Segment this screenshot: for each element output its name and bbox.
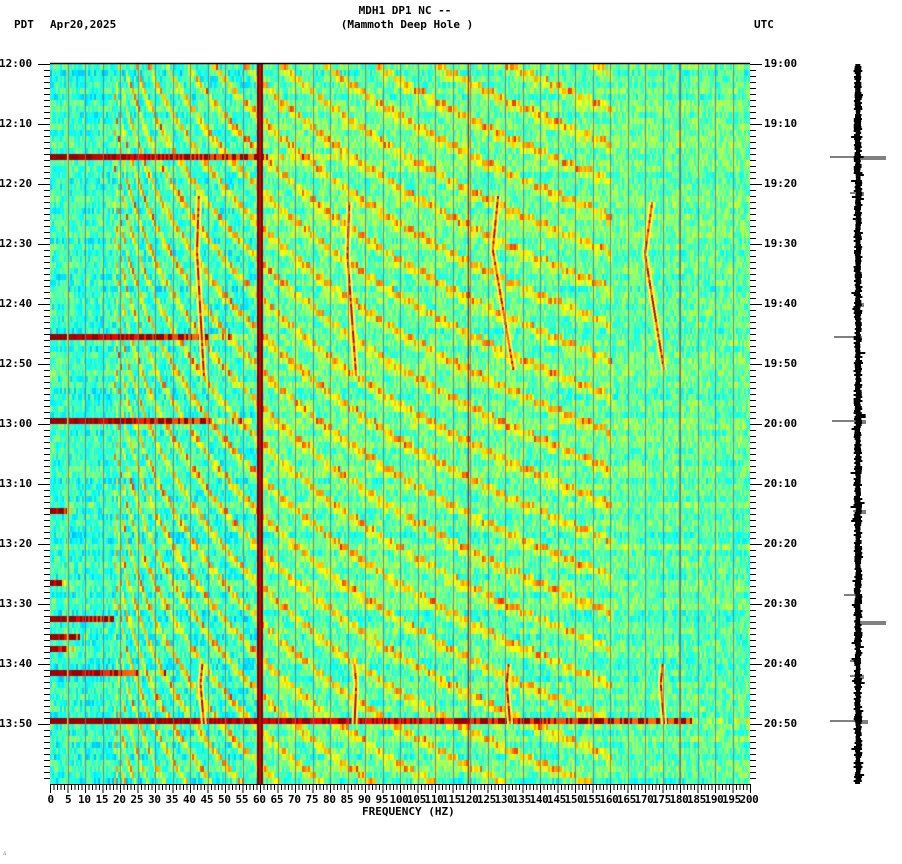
x-tick-label: 200 xyxy=(739,793,759,806)
x-tick-label: 150 xyxy=(564,793,584,806)
x-tick-label: 95 xyxy=(375,793,389,806)
x-tick-label: 145 xyxy=(547,793,566,806)
x-tick-label: 175 xyxy=(652,793,671,806)
x-tick-label: 120 xyxy=(459,793,479,806)
x-tick-label: 170 xyxy=(634,793,654,806)
x-tick-label: 25 xyxy=(130,793,144,806)
x-tick-label: 70 xyxy=(288,793,301,806)
x-tick-label: 185 xyxy=(687,793,706,806)
y-tick-label-left: 12:50 xyxy=(0,357,33,370)
y-tick-label-left: 13:00 xyxy=(0,417,33,430)
y-tick-label-left: 12:40 xyxy=(0,297,33,310)
y-tick-label-right: 19:10 xyxy=(764,117,798,130)
y-tick-label-right: 20:20 xyxy=(764,537,798,550)
x-tick-label: 15 xyxy=(95,793,109,806)
x-tick-label: 35 xyxy=(165,793,179,806)
x-tick-label: 30 xyxy=(148,793,161,806)
x-tick-label: 0 xyxy=(47,793,55,806)
date-label: Apr20,2025 xyxy=(50,18,117,31)
x-tick-label: 55 xyxy=(235,793,249,806)
x-axis-title: FREQUENCY (HZ) xyxy=(362,805,455,818)
x-tick-label: 40 xyxy=(183,793,196,806)
x-tick-label: 140 xyxy=(529,793,549,806)
x-tick-label: 115 xyxy=(442,793,461,806)
x-tick-label: 75 xyxy=(305,793,319,806)
spectrogram-plot xyxy=(50,64,750,784)
y-tick-label-left: 12:20 xyxy=(0,177,33,190)
x-tick-label: 10 xyxy=(78,793,91,806)
x-tick-label: 100 xyxy=(389,793,409,806)
y-tick-label-right: 19:50 xyxy=(764,357,798,370)
x-tick-label: 180 xyxy=(669,793,689,806)
y-tick-label-left: 12:30 xyxy=(0,237,33,250)
x-tick-label: 90 xyxy=(358,793,371,806)
station-title: MDH1 DP1 NC -- xyxy=(358,4,452,17)
y-tick-label-left: 13:50 xyxy=(0,717,33,730)
x-tick-label: 60 xyxy=(253,793,266,806)
y-tick-label-left: 13:30 xyxy=(0,597,33,610)
x-tick-label: 165 xyxy=(617,793,636,806)
seismogram-trace xyxy=(830,64,886,784)
x-tick-label: 130 xyxy=(494,793,514,806)
x-tick-label: 105 xyxy=(407,793,426,806)
x-tick-label: 50 xyxy=(218,793,231,806)
x-tick-label: 85 xyxy=(340,793,354,806)
x-tick-label: 135 xyxy=(512,793,531,806)
x-tick-label: 65 xyxy=(270,793,284,806)
x-tick-label: 155 xyxy=(582,793,601,806)
x-tick-label: 160 xyxy=(599,793,619,806)
y-tick-label-left: 13:40 xyxy=(0,657,33,670)
y-tick-label-right: 19:00 xyxy=(764,57,798,70)
y-tick-label-left: 12:00 xyxy=(0,57,33,70)
x-tick-label: 80 xyxy=(323,793,336,806)
y-tick-label-right: 19:40 xyxy=(764,297,798,310)
y-tick-label-right: 20:50 xyxy=(764,717,798,730)
x-tick-label: 195 xyxy=(722,793,741,806)
y-tick-label-left: 12:10 xyxy=(0,117,33,130)
corner-mark: ∴ xyxy=(3,850,7,857)
x-tick-label: 190 xyxy=(704,793,724,806)
site-title: (Mammoth Deep Hole ) xyxy=(340,18,474,31)
x-tick-label: 110 xyxy=(424,793,444,806)
x-tick-label: 20 xyxy=(113,793,126,806)
y-tick-label-left: 13:10 xyxy=(0,477,33,490)
right-timezone-label: UTC xyxy=(754,18,774,31)
y-tick-label-right: 20:00 xyxy=(764,417,798,430)
y-tick-label-right: 20:30 xyxy=(764,597,798,610)
y-tick-label-right: 20:40 xyxy=(764,657,798,670)
y-tick-label-right: 19:30 xyxy=(764,237,798,250)
y-tick-label-right: 19:20 xyxy=(764,177,798,190)
y-tick-label-left: 13:20 xyxy=(0,537,33,550)
left-timezone-label: PDT xyxy=(14,18,34,31)
x-tick-label: 45 xyxy=(200,793,214,806)
y-tick-label-right: 20:10 xyxy=(764,477,798,490)
x-tick-label: 125 xyxy=(477,793,496,806)
x-tick-label: 5 xyxy=(65,793,72,806)
